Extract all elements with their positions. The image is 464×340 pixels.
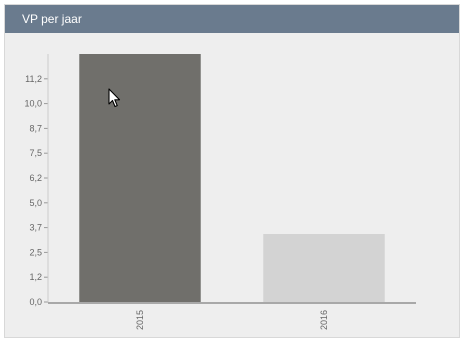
y-tick-label: 2,5 <box>29 247 42 257</box>
y-tick-label: 1,2 <box>29 272 42 282</box>
y-tick-label: 0,0 <box>29 297 42 307</box>
x-axis: 2015 2016 <box>48 302 416 330</box>
bar-2015[interactable] <box>79 54 201 302</box>
mouse-pointer-icon <box>108 88 121 108</box>
y-tick-label: 11,2 <box>25 74 42 84</box>
y-tick-label: 7,5 <box>29 148 42 158</box>
bar-2016[interactable] <box>263 234 385 302</box>
y-axis: 0,0 1,2 2,5 3,7 5,0 6,2 7,5 8,7 10,0 11,2 <box>24 54 49 307</box>
bars <box>79 54 385 302</box>
y-tick-label: 3,7 <box>29 223 42 233</box>
y-tick-label: 10,0 <box>24 99 42 109</box>
y-tick-label: 6,2 <box>29 173 42 183</box>
widget-title: VP per jaar <box>5 5 459 33</box>
y-tick-label: 8,7 <box>29 123 42 133</box>
x-tick-label: 2015 <box>135 310 145 330</box>
x-tick-label: 2016 <box>319 310 329 330</box>
y-tick-label: 5,0 <box>29 198 42 208</box>
